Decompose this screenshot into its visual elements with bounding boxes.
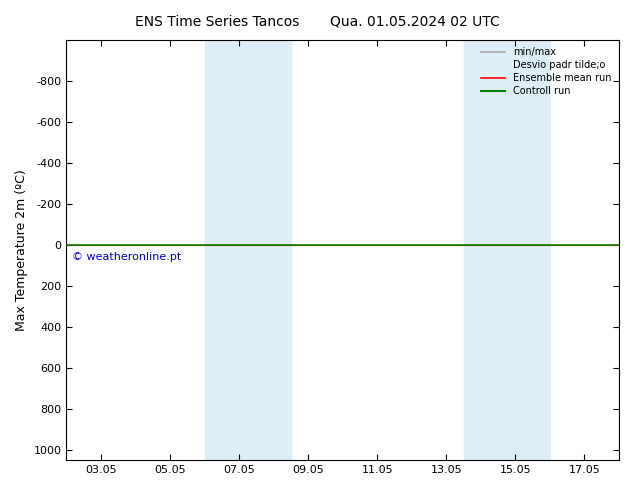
Text: ENS Time Series Tancos       Qua. 01.05.2024 02 UTC: ENS Time Series Tancos Qua. 01.05.2024 0…	[134, 15, 500, 29]
Bar	[205, 40, 291, 460]
Y-axis label: Max Temperature 2m (ºC): Max Temperature 2m (ºC)	[15, 169, 28, 331]
Text: © weatheronline.pt: © weatheronline.pt	[72, 252, 181, 262]
Legend: min/max, Desvio padr tilde;o, Ensemble mean run, Controll run: min/max, Desvio padr tilde;o, Ensemble m…	[478, 45, 614, 99]
Bar	[463, 40, 550, 460]
